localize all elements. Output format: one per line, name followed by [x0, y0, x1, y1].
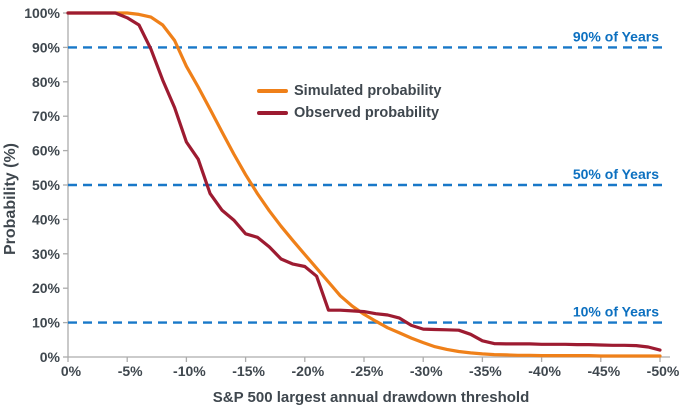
reference-label-90: 90% of Years — [573, 28, 659, 44]
y-tick-label: 100% — [24, 5, 60, 21]
y-tick-label: 20% — [32, 280, 61, 296]
x-tick-label: -45% — [587, 363, 620, 379]
y-tick-label: 50% — [32, 177, 61, 193]
x-tick-label: -10% — [173, 363, 206, 379]
y-tick-label: 10% — [32, 315, 61, 331]
y-tick-label: 40% — [32, 211, 61, 227]
x-axis-title: S&P 500 largest annual drawdown threshol… — [212, 389, 530, 406]
y-tick-label: 0% — [40, 349, 61, 365]
y-tick-label: 60% — [32, 143, 61, 159]
x-tick-label: -40% — [528, 363, 561, 379]
observed-line-swatch — [257, 111, 288, 115]
y-tick-label: 80% — [32, 74, 61, 90]
legend-item-simulated: Simulated probability — [257, 80, 441, 102]
y-axis-title: Probability (%) — [2, 142, 19, 256]
legend-label-simulated: Simulated probability — [294, 83, 442, 99]
y-tick-label: 70% — [32, 108, 61, 124]
x-tick-label: -35% — [469, 363, 502, 379]
x-tick-label: -5% — [118, 363, 143, 379]
x-tick-label: -20% — [291, 363, 324, 379]
x-tick-label: 0% — [61, 363, 82, 379]
y-tick-label: 30% — [32, 246, 61, 262]
legend: Simulated probability Observed probabili… — [257, 80, 441, 124]
simulated-line-swatch — [257, 89, 288, 93]
y-tick-label: 90% — [32, 39, 61, 55]
x-tick-label: -30% — [410, 363, 443, 379]
series-line-observed-probability — [66, 11, 662, 352]
legend-item-observed: Observed probability — [257, 102, 441, 124]
x-tick-label: -50% — [647, 363, 680, 379]
x-tick-label: -15% — [232, 363, 265, 379]
reference-label-10: 10% of Years — [573, 304, 659, 320]
series-line-simulated-probability — [66, 11, 662, 358]
legend-label-observed: Observed probability — [294, 105, 440, 121]
x-tick-label: -25% — [351, 363, 384, 379]
reference-label-50: 50% of Years — [573, 166, 659, 182]
